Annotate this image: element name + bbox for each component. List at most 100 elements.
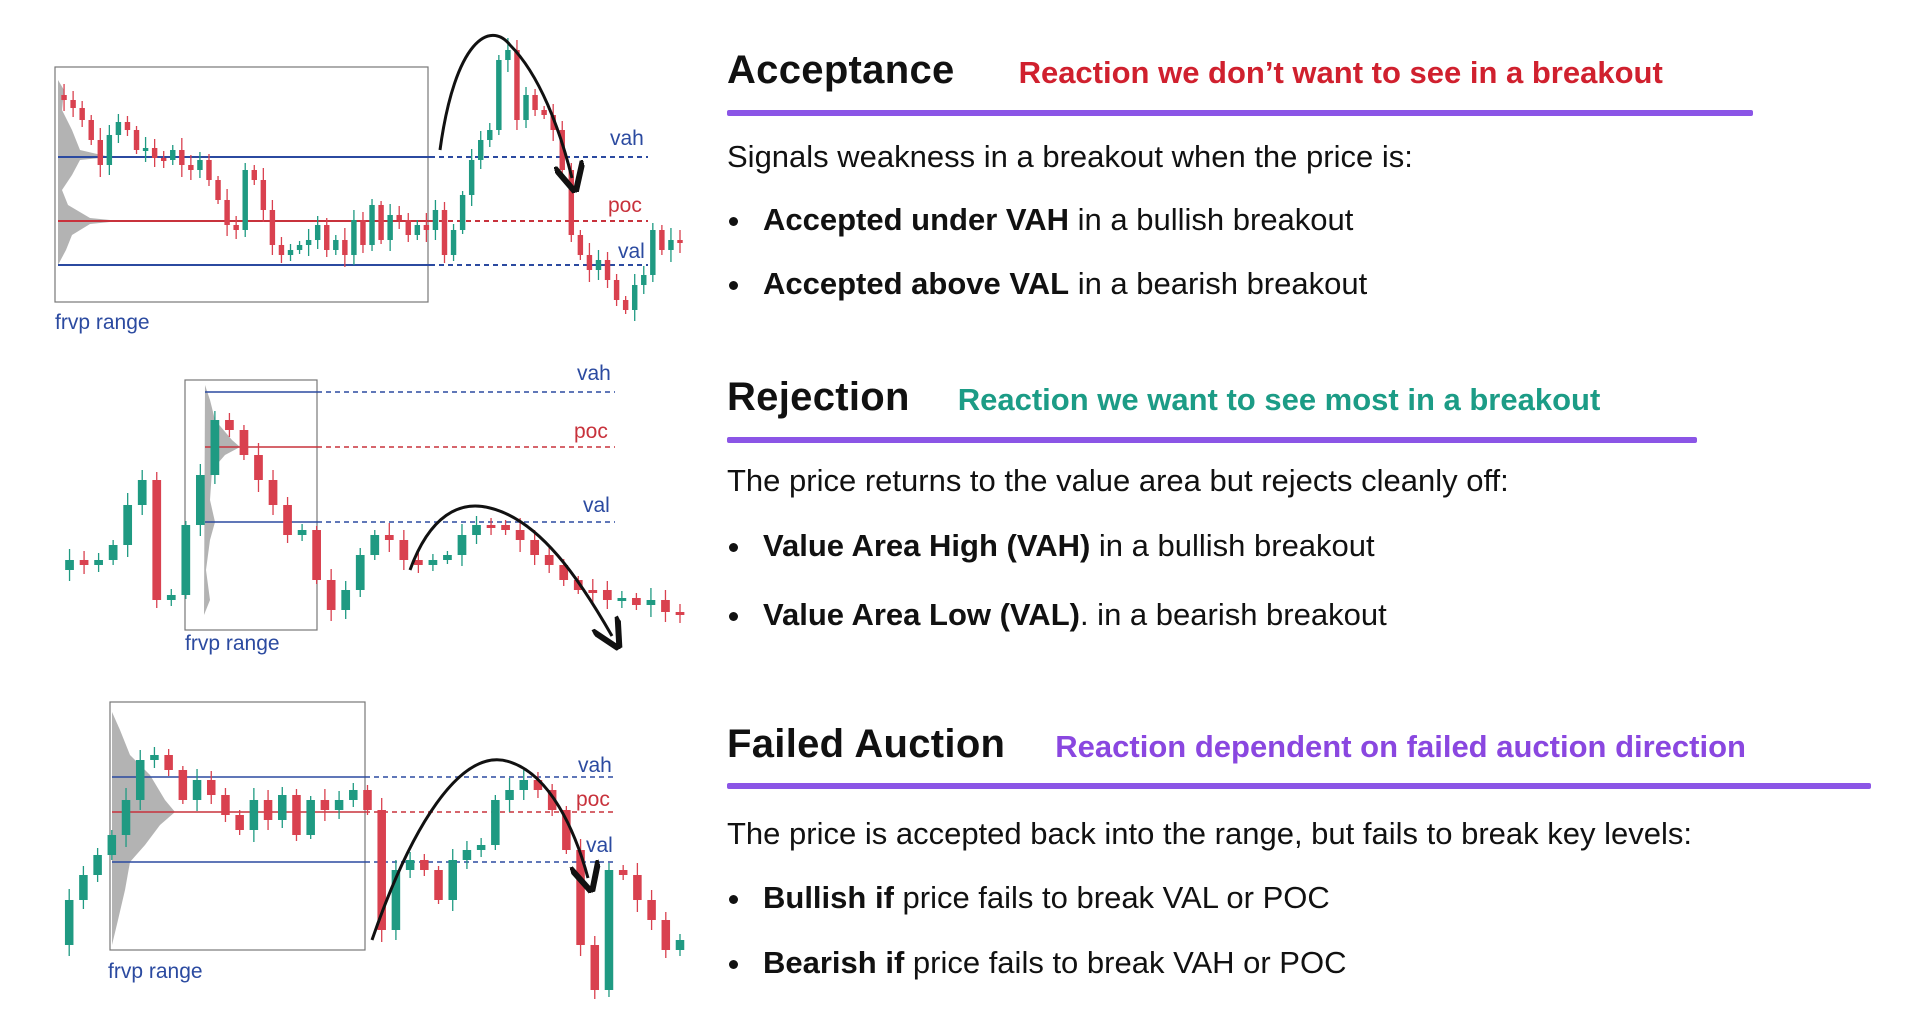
- bullet-bold: Bullish if: [763, 880, 894, 915]
- candle-body: [292, 795, 301, 835]
- candle-body: [457, 535, 467, 555]
- section-subtitle: Reaction we want to see most in a breako…: [957, 382, 1601, 417]
- section-body: The price returns to the value area but …: [727, 463, 1509, 498]
- section-title: Rejection: [727, 375, 910, 419]
- candle-body: [462, 850, 472, 860]
- candle-body: [377, 810, 386, 930]
- bullet-item: Value Area Low (VAL). in a bearish break…: [729, 597, 1387, 633]
- section-divider: [727, 437, 1697, 443]
- candle-body: [65, 560, 74, 570]
- candle-body: [314, 225, 321, 240]
- candle-body: [432, 210, 439, 230]
- candle-body: [263, 800, 273, 820]
- section-divider: [727, 110, 1753, 116]
- candle-body: [450, 230, 457, 255]
- bullet-text: . in a bearish breakout: [1079, 597, 1387, 632]
- candle-body: [233, 225, 239, 230]
- candle-body: [179, 150, 185, 165]
- frvp-range-label: frvp range: [185, 632, 280, 655]
- volume-profile: [58, 80, 120, 265]
- candle-body: [152, 480, 162, 600]
- candle-body: [210, 420, 220, 475]
- section-body: Signals weakness in a breakout when the …: [727, 139, 1413, 174]
- candle-body: [675, 940, 685, 950]
- candle-body: [668, 240, 674, 250]
- section-subtitle: Reaction we don’t want to see in a break…: [1018, 55, 1663, 90]
- candle-body: [505, 50, 511, 60]
- candle-body: [472, 525, 481, 535]
- candle-body: [164, 755, 173, 770]
- candle-body: [414, 225, 421, 235]
- candle-body: [333, 240, 339, 250]
- candle-body: [181, 525, 191, 595]
- candle-body: [405, 860, 415, 870]
- candle-body: [675, 612, 685, 615]
- rejection-chart: vah poc val frvp range: [65, 362, 685, 655]
- candle-body: [178, 770, 188, 800]
- candle-body: [428, 560, 438, 565]
- candle-body: [618, 870, 628, 875]
- candle-body: [224, 200, 230, 225]
- candle-body: [166, 595, 176, 600]
- candle-body: [320, 800, 330, 810]
- bullet-item: Value Area High (VAH) in a bullish break…: [729, 528, 1375, 564]
- candle-body: [70, 100, 76, 108]
- candle-body: [650, 230, 656, 275]
- poc-label: poc: [576, 788, 610, 811]
- candle-body: [251, 170, 257, 180]
- candle-body: [123, 505, 133, 545]
- candle-body: [355, 555, 365, 590]
- bullet-bold: Bearish if: [763, 945, 905, 980]
- candle-body: [559, 565, 569, 580]
- candle-body: [242, 170, 248, 230]
- bullet-text: price fails to break VAH or POC: [904, 945, 1347, 980]
- candle-body: [215, 180, 221, 200]
- candle-body: [225, 420, 234, 430]
- candle-body: [370, 535, 380, 555]
- candle-body: [79, 108, 85, 120]
- section-title: Failed Auction: [727, 722, 1006, 766]
- candle-body: [562, 810, 571, 850]
- candle-body: [94, 560, 103, 565]
- candle-body: [297, 530, 307, 535]
- bullet-item: Accepted above VAL in a bearish breakout: [728, 266, 1367, 302]
- candle-body: [443, 555, 452, 560]
- candle-body: [602, 590, 612, 600]
- candle-body: [121, 800, 131, 835]
- candle-body: [349, 790, 358, 800]
- poc-label: poc: [608, 194, 642, 217]
- candle-body: [195, 475, 205, 525]
- val-label: val: [586, 834, 613, 857]
- candle-body: [604, 870, 614, 990]
- candle-body: [324, 225, 330, 250]
- section-subtitle: Reaction dependent on failed auction dir…: [1055, 729, 1746, 764]
- candle-body: [391, 870, 401, 930]
- candle-body: [206, 160, 212, 180]
- candle-body: [135, 760, 145, 800]
- candle-body: [533, 780, 543, 790]
- candle-body: [588, 590, 598, 593]
- candle-body: [519, 780, 529, 790]
- candle-body: [192, 780, 202, 800]
- candle-body: [296, 245, 303, 250]
- candle-body: [576, 850, 585, 945]
- candle-body: [369, 205, 375, 245]
- candle-body: [532, 95, 538, 110]
- reaction-arrow: [370, 758, 588, 941]
- candle-body: [384, 535, 394, 540]
- section-body: The price is accepted back into the rang…: [727, 816, 1692, 851]
- section-title: Acceptance: [727, 48, 955, 92]
- candle-body: [79, 875, 88, 900]
- candle-body: [306, 800, 315, 835]
- val-label: val: [583, 494, 610, 517]
- candle-body: [363, 790, 372, 810]
- candle-body: [530, 540, 540, 555]
- candle-body: [486, 525, 496, 528]
- candle-body: [476, 845, 486, 850]
- candle-body: [459, 195, 466, 230]
- candle-body: [604, 260, 611, 280]
- section-divider: [727, 783, 1871, 789]
- candle-body: [61, 95, 67, 100]
- candle-body: [334, 800, 344, 810]
